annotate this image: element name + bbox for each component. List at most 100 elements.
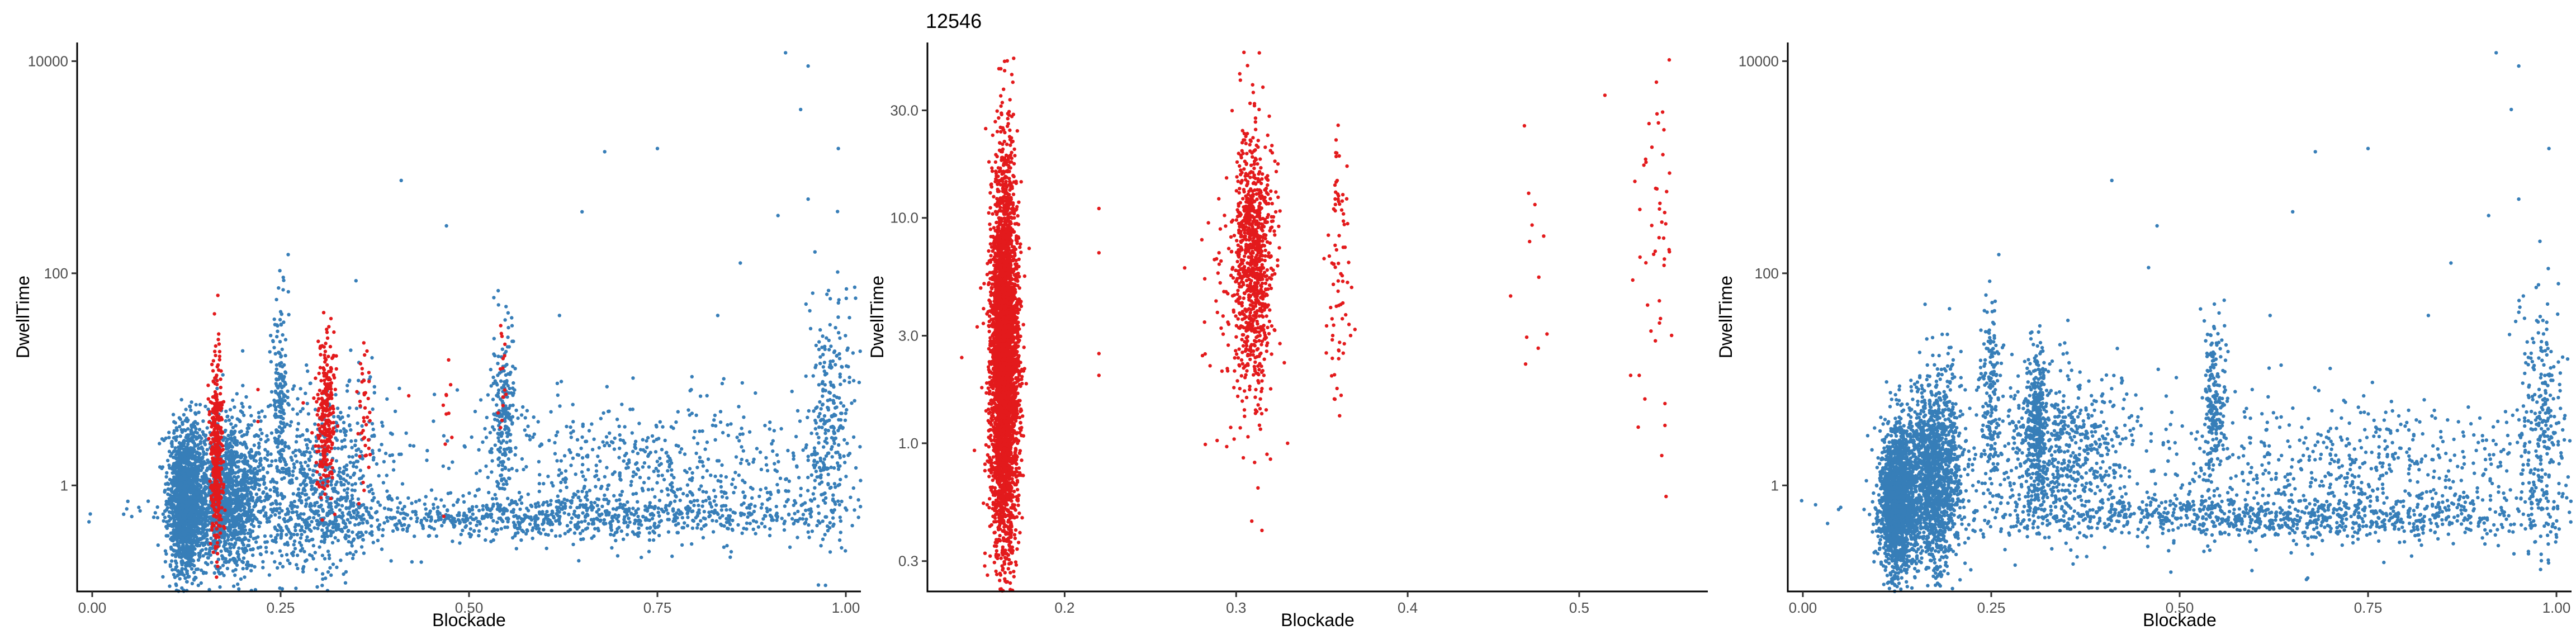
data-point: [380, 420, 384, 424]
data-point: [371, 491, 375, 495]
data-point: [237, 557, 242, 561]
data-point: [199, 568, 203, 572]
data-point: [359, 476, 363, 480]
data-point: [302, 565, 306, 569]
data-point: [353, 489, 357, 493]
data-point: [282, 457, 286, 461]
data-point: [360, 424, 364, 428]
data-point: [493, 354, 497, 358]
data-point: [245, 489, 249, 493]
data-point: [347, 379, 351, 383]
data-point: [254, 451, 258, 455]
data-point: [228, 408, 233, 411]
data-point: [485, 415, 489, 420]
data-point: [393, 523, 397, 527]
data-point: [334, 459, 338, 463]
data-point: [227, 542, 231, 546]
data-point: [226, 472, 230, 476]
data-point: [195, 437, 198, 441]
data-point: [338, 466, 342, 471]
data-point: [321, 577, 325, 581]
data-point: [287, 312, 291, 316]
data-point: [184, 492, 188, 496]
data-point: [461, 528, 465, 532]
data-point: [569, 505, 572, 509]
data-point: [477, 529, 481, 533]
data-point: [194, 512, 198, 516]
data-point: [567, 512, 571, 517]
data-point: [452, 503, 456, 507]
data-point: [272, 507, 276, 511]
data-point: [263, 534, 267, 538]
data-point: [361, 533, 365, 537]
data-point: [352, 465, 356, 468]
data-point: [186, 539, 190, 544]
data-point: [278, 318, 282, 321]
data-point: [245, 492, 249, 496]
data-point: [318, 505, 322, 509]
data-point: [192, 475, 196, 479]
data-point: [506, 517, 510, 521]
data-point: [410, 501, 414, 505]
data-point: [792, 522, 795, 526]
data-point: [790, 517, 794, 521]
data-point: [205, 467, 210, 471]
data-point: [510, 316, 514, 320]
data-point: [309, 501, 312, 506]
data-point: [312, 486, 317, 491]
data-point: [280, 532, 283, 536]
data-point: [306, 464, 310, 468]
data-point: [195, 539, 198, 543]
data-point: [173, 559, 178, 563]
data-point: [291, 473, 295, 477]
data-point: [172, 518, 177, 522]
data-point: [724, 508, 728, 512]
data-point: [456, 498, 460, 502]
data-point: [576, 514, 581, 518]
data-point: [239, 456, 243, 460]
data-point: [370, 434, 374, 438]
data-point: [246, 469, 250, 473]
data-point: [365, 519, 369, 523]
data-point: [198, 402, 202, 406]
data-point: [345, 518, 350, 522]
data-point: [260, 432, 264, 435]
data-point: [496, 395, 500, 399]
data-point: [173, 421, 177, 425]
data-point: [253, 471, 257, 476]
data-point: [200, 516, 203, 520]
data-point: [181, 420, 184, 424]
data-point: [233, 429, 237, 433]
data-point: [352, 553, 356, 557]
data-point: [714, 503, 718, 507]
data-point: [282, 517, 286, 522]
data-point: [653, 504, 657, 509]
data-point: [259, 552, 263, 557]
data-point: [258, 461, 262, 465]
data-point: [163, 515, 167, 519]
data-point: [309, 529, 313, 533]
data-point: [389, 559, 393, 563]
data-point: [261, 467, 265, 471]
data-point: [325, 513, 329, 518]
data-point: [608, 431, 612, 435]
data-point: [370, 487, 374, 491]
data-point: [186, 442, 190, 446]
data-point: [375, 462, 379, 466]
data-point: [165, 482, 169, 486]
data-point: [174, 512, 179, 515]
data-point: [419, 560, 423, 564]
data-point: [245, 430, 249, 434]
data-point: [160, 465, 165, 469]
data-point: [367, 510, 371, 514]
data-point: [631, 506, 635, 510]
data-point: [524, 465, 528, 469]
data-point: [206, 556, 210, 560]
data-point: [233, 528, 237, 532]
data-point: [249, 548, 253, 552]
data-point: [290, 478, 294, 482]
data-point: [305, 472, 309, 476]
data-point: [280, 467, 284, 471]
data-point: [486, 393, 490, 397]
data-point: [295, 476, 299, 480]
